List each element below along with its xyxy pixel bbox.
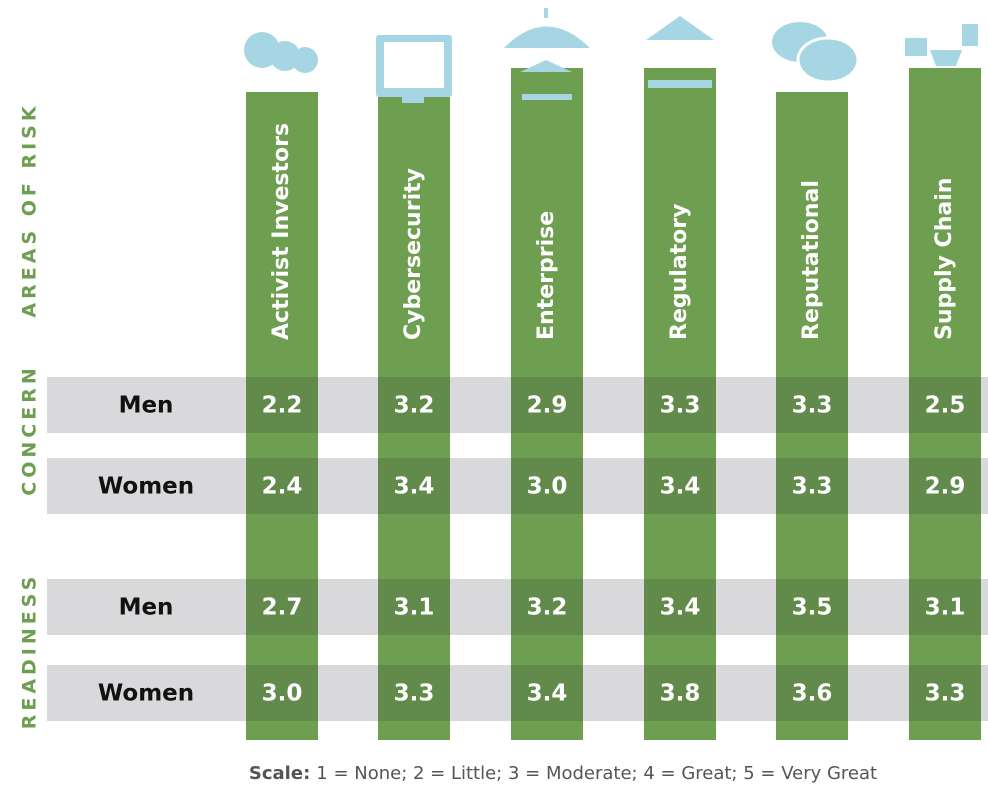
scale-text: 1 = None; 2 = Little; 3 = Moderate; 4 = … bbox=[316, 763, 877, 784]
cell-value: 3.3 bbox=[925, 681, 966, 707]
cell-bg bbox=[378, 665, 450, 721]
column-label: Supply Chain bbox=[932, 178, 957, 340]
icons bbox=[244, 8, 978, 103]
row-label: Women bbox=[98, 681, 194, 707]
cell-value: 3.2 bbox=[394, 393, 435, 419]
column-label: Activist Investors bbox=[269, 123, 294, 340]
icon-reputation bbox=[772, 22, 860, 84]
cell-value: 3.4 bbox=[660, 474, 701, 500]
cell-value: 3.4 bbox=[394, 474, 435, 500]
cell-bg bbox=[909, 665, 981, 721]
cell-value: 3.2 bbox=[527, 595, 568, 621]
cell-bg bbox=[909, 377, 981, 433]
icon-cyber bbox=[376, 35, 452, 103]
cell-bg bbox=[246, 458, 318, 514]
cell-bg bbox=[511, 458, 583, 514]
footer: Scale: 1 = None; 2 = Little; 3 = Moderate… bbox=[249, 763, 877, 784]
cell-value: 3.6 bbox=[792, 681, 833, 707]
cell-value: 3.3 bbox=[792, 474, 833, 500]
cell-bg bbox=[378, 458, 450, 514]
column-label: Regulatory bbox=[667, 204, 692, 340]
column-label: Enterprise bbox=[534, 211, 559, 340]
cell-bg bbox=[909, 579, 981, 635]
cell-bg bbox=[644, 377, 716, 433]
cell-bg bbox=[511, 665, 583, 721]
cell-value: 3.4 bbox=[660, 595, 701, 621]
cell-value: 3.5 bbox=[792, 595, 833, 621]
icon-regulatory bbox=[646, 16, 714, 88]
cell-value: 3.3 bbox=[660, 393, 701, 419]
cell-bg bbox=[511, 579, 583, 635]
cell-value: 2.5 bbox=[925, 393, 966, 419]
cell-bg bbox=[644, 665, 716, 721]
cell-value: 2.2 bbox=[262, 393, 303, 419]
cell-bg bbox=[776, 377, 848, 433]
cell-value: 3.3 bbox=[394, 681, 435, 707]
cell-bg bbox=[776, 458, 848, 514]
cell-bg bbox=[511, 377, 583, 433]
cell-value: 3.3 bbox=[792, 393, 833, 419]
section-readiness: READINESS bbox=[19, 573, 41, 730]
cell-bg bbox=[644, 458, 716, 514]
scale-label: Scale: bbox=[249, 763, 310, 784]
column-label: Cybersecurity bbox=[401, 168, 426, 340]
column-label: Reputational bbox=[799, 180, 824, 340]
cell-bg bbox=[378, 579, 450, 635]
section-areas: AREAS OF RISK bbox=[19, 102, 41, 317]
cell-value: 2.7 bbox=[262, 595, 303, 621]
icon-investors bbox=[244, 32, 318, 73]
row-label: Men bbox=[119, 393, 174, 419]
cell-value: 3.4 bbox=[527, 681, 568, 707]
row-label: Men bbox=[119, 595, 174, 621]
cell-bg bbox=[644, 579, 716, 635]
cell-bg bbox=[246, 665, 318, 721]
cell-value: 2.9 bbox=[925, 474, 966, 500]
row-label: Women bbox=[98, 474, 194, 500]
cell-bg bbox=[246, 377, 318, 433]
icon-supply bbox=[905, 24, 978, 66]
cell-value: 3.1 bbox=[925, 595, 966, 621]
section-concern: CONCERN bbox=[19, 364, 41, 495]
cell-bg bbox=[776, 665, 848, 721]
icon-enterprise bbox=[504, 8, 590, 100]
cell-value: 3.1 bbox=[394, 595, 435, 621]
cell-bg bbox=[378, 377, 450, 433]
cell-value: 2.9 bbox=[527, 393, 568, 419]
cell-value: 3.0 bbox=[262, 681, 303, 707]
cell-value: 3.0 bbox=[527, 474, 568, 500]
cell-bg bbox=[909, 458, 981, 514]
cell-value: 3.8 bbox=[660, 681, 701, 707]
cell-bg bbox=[246, 579, 318, 635]
cell-value: 2.4 bbox=[262, 474, 303, 500]
cell-bg bbox=[776, 579, 848, 635]
